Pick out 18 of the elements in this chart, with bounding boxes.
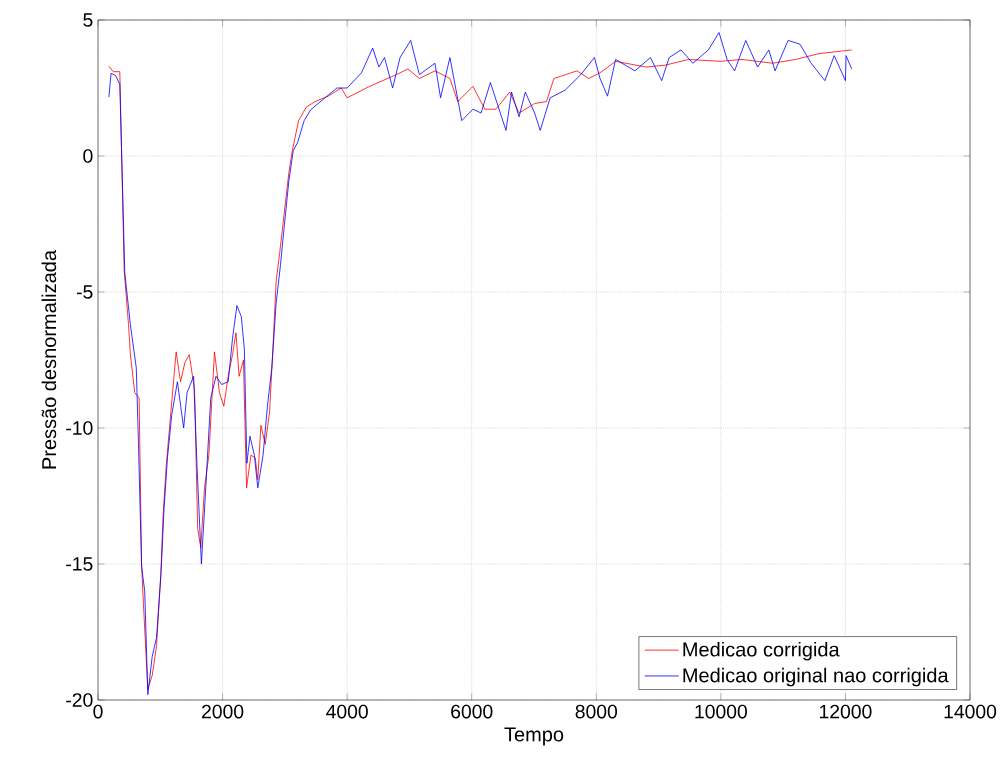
- y-tick-label: -10: [66, 421, 93, 435]
- x-tick-label: 0: [93, 704, 103, 719]
- y-tick-label: -15: [66, 557, 93, 571]
- legend-label: Medicao corrigida: [683, 641, 840, 661]
- x-axis-title: Tempo: [504, 727, 564, 746]
- y-axis-title: Pressão desnormalizada: [41, 249, 57, 469]
- x-tick-label: 12000: [820, 704, 872, 719]
- x-tick-label: 6000: [451, 704, 493, 719]
- y-tick-label: -5: [76, 285, 93, 299]
- y-tick-label: 5: [83, 13, 93, 27]
- x-tick-label: 14000: [944, 704, 997, 719]
- x-tick-label: 10000: [695, 704, 747, 719]
- x-tick-label: 8000: [575, 704, 618, 719]
- x-tick-label: 2000: [202, 704, 244, 719]
- y-tick-label: -20: [66, 693, 93, 707]
- x-tick-label: 4000: [326, 704, 368, 719]
- y-tick-label: 0: [83, 149, 93, 163]
- legend-label: Medicao original nao corrigida: [683, 667, 949, 687]
